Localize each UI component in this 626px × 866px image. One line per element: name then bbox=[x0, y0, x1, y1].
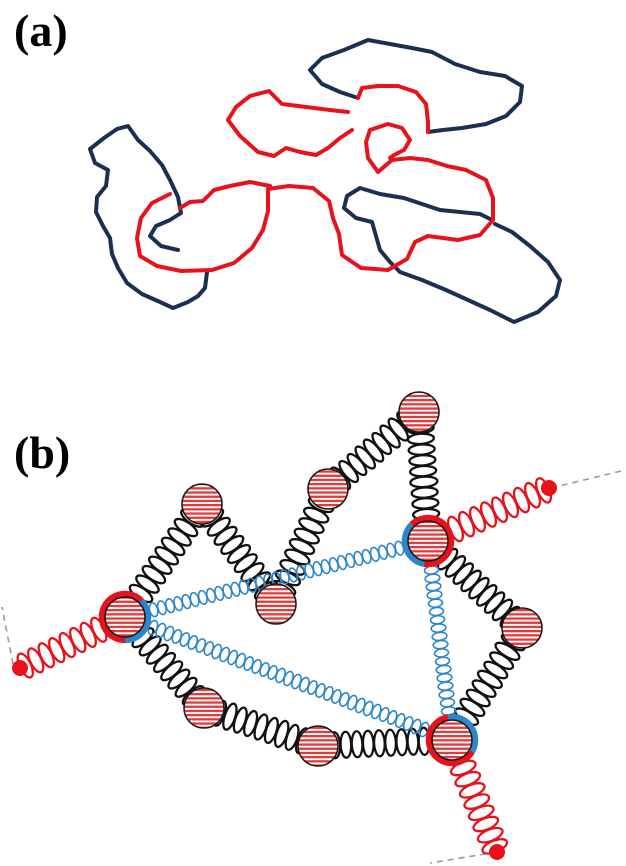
crosslink-rings bbox=[98, 514, 479, 767]
bead bbox=[181, 483, 223, 525]
navy-strand-lower bbox=[342, 186, 562, 324]
panel-label-b: (b) bbox=[14, 427, 71, 478]
bead bbox=[104, 596, 146, 638]
bead bbox=[407, 520, 449, 562]
crosslink-ring-arc bbox=[425, 714, 475, 767]
red-strand-upper bbox=[178, 180, 272, 210]
panel-label-a: (a) bbox=[14, 5, 68, 56]
crosslink-ring-arc bbox=[401, 522, 425, 567]
crosslink-ring-arc bbox=[409, 514, 455, 568]
crosslink-ring-arc bbox=[447, 713, 479, 754]
bead bbox=[183, 687, 225, 729]
crosslink-ring-arc bbox=[124, 598, 152, 644]
chain-end-dot bbox=[489, 844, 505, 860]
panel-a-strands bbox=[88, 38, 562, 324]
crosslink-ring-arc bbox=[98, 590, 144, 644]
panel-b-network bbox=[1, 391, 622, 864]
dashed-tail-line bbox=[1, 606, 14, 665]
bead bbox=[398, 391, 440, 433]
chain-end-dot bbox=[12, 660, 28, 676]
bead bbox=[307, 468, 349, 510]
blue-springs bbox=[123, 534, 460, 747]
navy-strands bbox=[88, 38, 562, 324]
red-strand bbox=[135, 122, 495, 273]
black-springs bbox=[115, 403, 533, 761]
red-strand-top-right bbox=[356, 84, 430, 134]
bead bbox=[501, 607, 543, 649]
bead bbox=[431, 719, 473, 761]
navy-strand-right bbox=[308, 38, 524, 134]
bead bbox=[255, 583, 297, 625]
red-tail-springs bbox=[16, 477, 552, 855]
navy-strand-left bbox=[88, 124, 209, 310]
dashed-tail-line bbox=[550, 470, 622, 489]
bead bbox=[297, 725, 339, 767]
chain-end-dot bbox=[541, 480, 557, 496]
beads bbox=[104, 391, 543, 767]
chain-end-dots bbox=[12, 480, 557, 860]
red-strand-top-loop bbox=[226, 89, 354, 158]
dashed-tail-lines bbox=[1, 470, 622, 864]
